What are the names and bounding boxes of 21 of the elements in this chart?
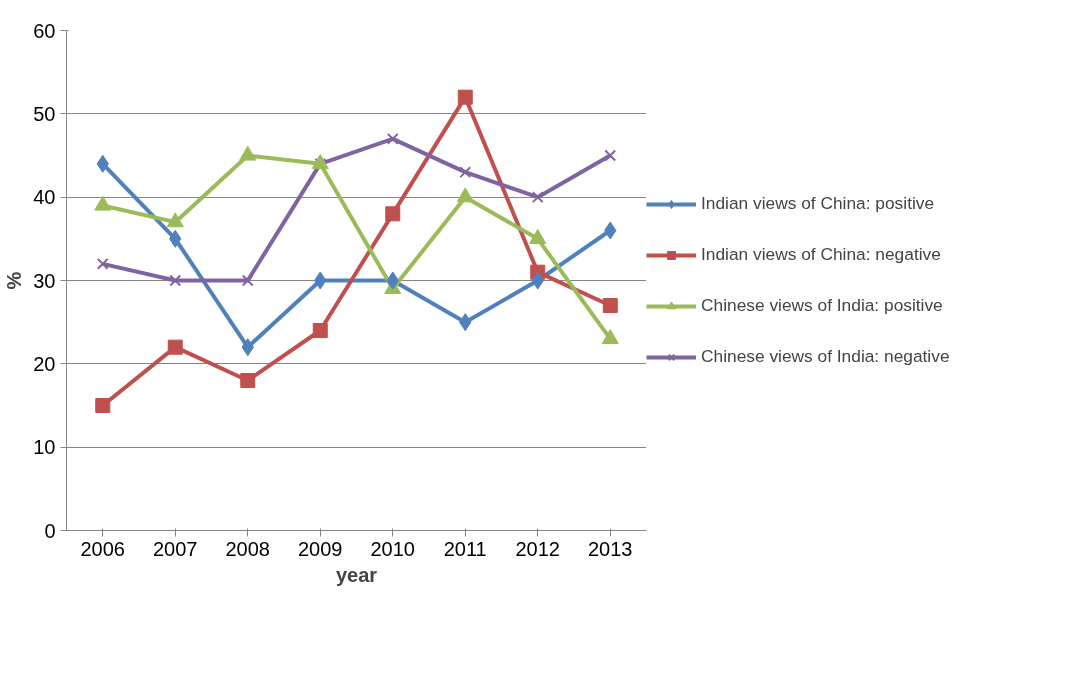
y-tick-label: 30: [33, 269, 56, 292]
y-tick-label: 40: [33, 186, 56, 209]
x-axis-title: year: [335, 563, 378, 586]
x-tick-label: 2008: [225, 537, 270, 560]
x-tick-label: 2011: [443, 537, 487, 560]
legend-label: Indian views of China: positive: [701, 193, 935, 214]
legend-label: Indian views of China: negative: [701, 244, 941, 265]
x-tick-label: 2009: [298, 537, 343, 560]
y-tick-label: 60: [33, 19, 56, 42]
x-tick-label: 2013: [588, 537, 633, 560]
x-tick-label: 2010: [370, 537, 415, 560]
legend-label: Chinese views of India: negative: [701, 346, 950, 367]
y-tick-label: 0: [44, 519, 56, 542]
legend-label: Chinese views of India: positive: [701, 295, 943, 316]
x-tick-label: 2007: [153, 537, 198, 560]
y-axis-title: %: [3, 271, 26, 290]
x-tick-label: 2006: [80, 537, 125, 560]
x-tick-label: 2012: [515, 537, 560, 560]
y-tick-label: 20: [33, 352, 56, 375]
y-tick-label: 50: [33, 102, 56, 125]
y-tick-label: 10: [33, 436, 56, 459]
